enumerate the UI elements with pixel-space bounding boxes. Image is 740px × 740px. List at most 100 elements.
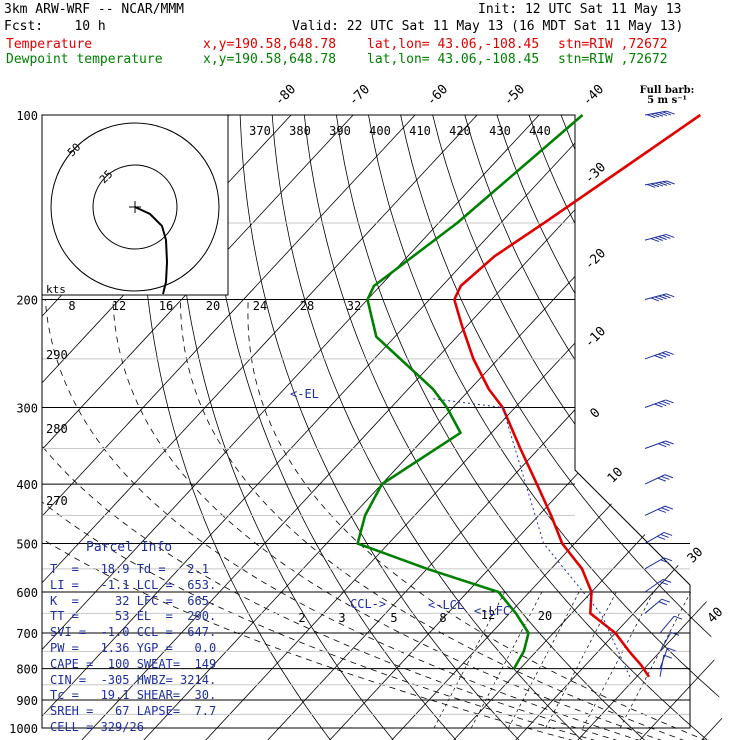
wind-barb-flag: [666, 293, 675, 298]
mixing-ratio-label: 2: [298, 611, 305, 625]
el-marker: <-EL: [290, 387, 319, 401]
lcl-marker: <-LCL: [428, 598, 464, 612]
hodograph-speed-tick: 32: [347, 299, 361, 313]
dewpoint-latlon: lat,lon= 43.06,-108.45: [367, 52, 540, 67]
wind-barb-flag: [662, 111, 671, 116]
wind-barb-flag: [650, 113, 660, 118]
wind-barb-flag: [654, 237, 663, 241]
isotherm-label: -40: [580, 82, 607, 109]
isotherm: [514, 115, 725, 740]
wind-barb-flag: [646, 183, 656, 188]
isotherm-label: 30: [685, 545, 707, 567]
isotherm-label: 0: [587, 405, 603, 421]
mixing-ratio-line: [545, 591, 617, 729]
isotherm: [452, 115, 725, 740]
pressure-label-300: 300: [16, 401, 38, 415]
isotherm-label: 10: [605, 465, 627, 487]
skewt-grid: [42, 115, 725, 740]
isotherm: [266, 115, 725, 740]
mixing-ratio-label: 12: [481, 608, 495, 622]
parcel-info-title: Parcel Info: [86, 540, 173, 555]
barb-legend-unit: 5 m s⁻¹: [647, 95, 687, 106]
hodograph-speed-tick: 24: [253, 299, 267, 313]
moist-adiabat: [44, 299, 642, 740]
parcel-info-row: CIN = -305 HWBZ= 3214.: [50, 672, 217, 687]
parcel-info-row: CELL = 329/26: [50, 720, 144, 734]
parcel-info-row: TT = 53 EL = 290.: [50, 609, 217, 624]
mixing-ratio-line: [470, 591, 543, 729]
pressure-label-200: 200: [16, 294, 38, 308]
mixing-ratio-line: [433, 591, 505, 729]
parcel-trace: [430, 397, 631, 677]
wind-barb-flag: [658, 181, 668, 186]
wind-barb-flag: [662, 294, 671, 299]
isotherm-label: -70: [346, 82, 373, 109]
wind-barb-flag: [664, 474, 674, 479]
wind-barb-flag: [665, 350, 674, 355]
theta-e-label: 390: [329, 124, 351, 138]
hodograph-speed-tick: 8: [68, 299, 75, 313]
theta-label: 270: [46, 494, 68, 508]
dry-adiabat: [368, 115, 725, 740]
theta-e-label: 370: [249, 124, 271, 138]
theta-e-label: 380: [289, 124, 311, 138]
parcel-info-row: SVI = -1.0 CCL = 647.: [50, 625, 217, 640]
isotherm: [576, 115, 725, 740]
mixing-ratio-label: 20: [538, 609, 552, 623]
dry-adiabat: [239, 115, 521, 740]
dry-adiabat: [721, 115, 725, 740]
wind-barb-flag: [660, 533, 669, 538]
hodograph-ring: [50, 122, 220, 292]
wind-barb-flag: [665, 399, 674, 404]
hodograph-trace: [134, 206, 169, 295]
wind-barb-flag: [661, 441, 671, 446]
wind-barb-flag: [661, 352, 671, 357]
pressure-label-900: 900: [16, 694, 38, 708]
wind-barb-flag: [661, 507, 670, 512]
mixing-ratio-line: [582, 591, 654, 729]
wind-barb-flag: [658, 112, 668, 117]
wind-barb-flag: [663, 557, 673, 562]
wind-barb-flag: [654, 296, 663, 301]
ccl-marker: CCL->: [350, 597, 386, 611]
wind-barb-flag: [662, 181, 671, 186]
wind-barb-flag: [650, 183, 660, 188]
dry-adiabat: [174, 115, 395, 740]
dry-adiabat: [689, 115, 725, 740]
wind-barb-flag: [658, 443, 667, 448]
theta-e-label: 430: [489, 124, 511, 138]
wind-barb-flag: [666, 110, 675, 115]
wind-barb-flag: [658, 295, 667, 300]
init-time: Init: 12 UTC Sat 11 May 13: [478, 2, 682, 17]
wind-barb-flag: [661, 475, 670, 480]
moist-adiabat: [112, 299, 664, 740]
isotherm: [142, 115, 725, 740]
pressure-label-400: 400: [16, 478, 38, 492]
dry-adiabat: [464, 115, 725, 740]
theta-e-label: 420: [449, 124, 471, 138]
parcel-info-row: CAPE = 100 SWEAT= 149: [50, 656, 217, 671]
dewpoint-legend: Dewpoint temperature: [6, 52, 163, 67]
moist-adiabat: [247, 299, 708, 740]
wind-barb-flag: [666, 180, 675, 185]
isotherm: [42, 115, 628, 740]
pressure-label-800: 800: [16, 663, 38, 677]
wind-barb-flag: [646, 114, 656, 119]
isotherm-label: -50: [501, 82, 528, 109]
isotherm-label: -80: [272, 82, 299, 109]
moist-adiabat: [42, 299, 597, 740]
dewpoint-station: stn=RIW ,72672: [558, 52, 668, 67]
theta-label: 290: [46, 348, 68, 362]
wind-barb-flag: [654, 403, 663, 408]
mixing-ratio-label: 3: [338, 611, 345, 625]
temperature-xy: x,y=190.58,648.78: [203, 37, 337, 52]
mixing-ratio-label: 5: [390, 611, 397, 625]
wind-barb-flag: [650, 238, 660, 242]
wind-barb-flag: [654, 112, 664, 117]
dry-adiabat: [624, 115, 725, 740]
moist-adiabat: [42, 299, 620, 740]
pressure-label-600: 600: [16, 586, 38, 600]
wind-barb: [659, 655, 665, 677]
wind-barb-flag: [657, 535, 666, 540]
dry-adiabat: [140, 115, 332, 740]
